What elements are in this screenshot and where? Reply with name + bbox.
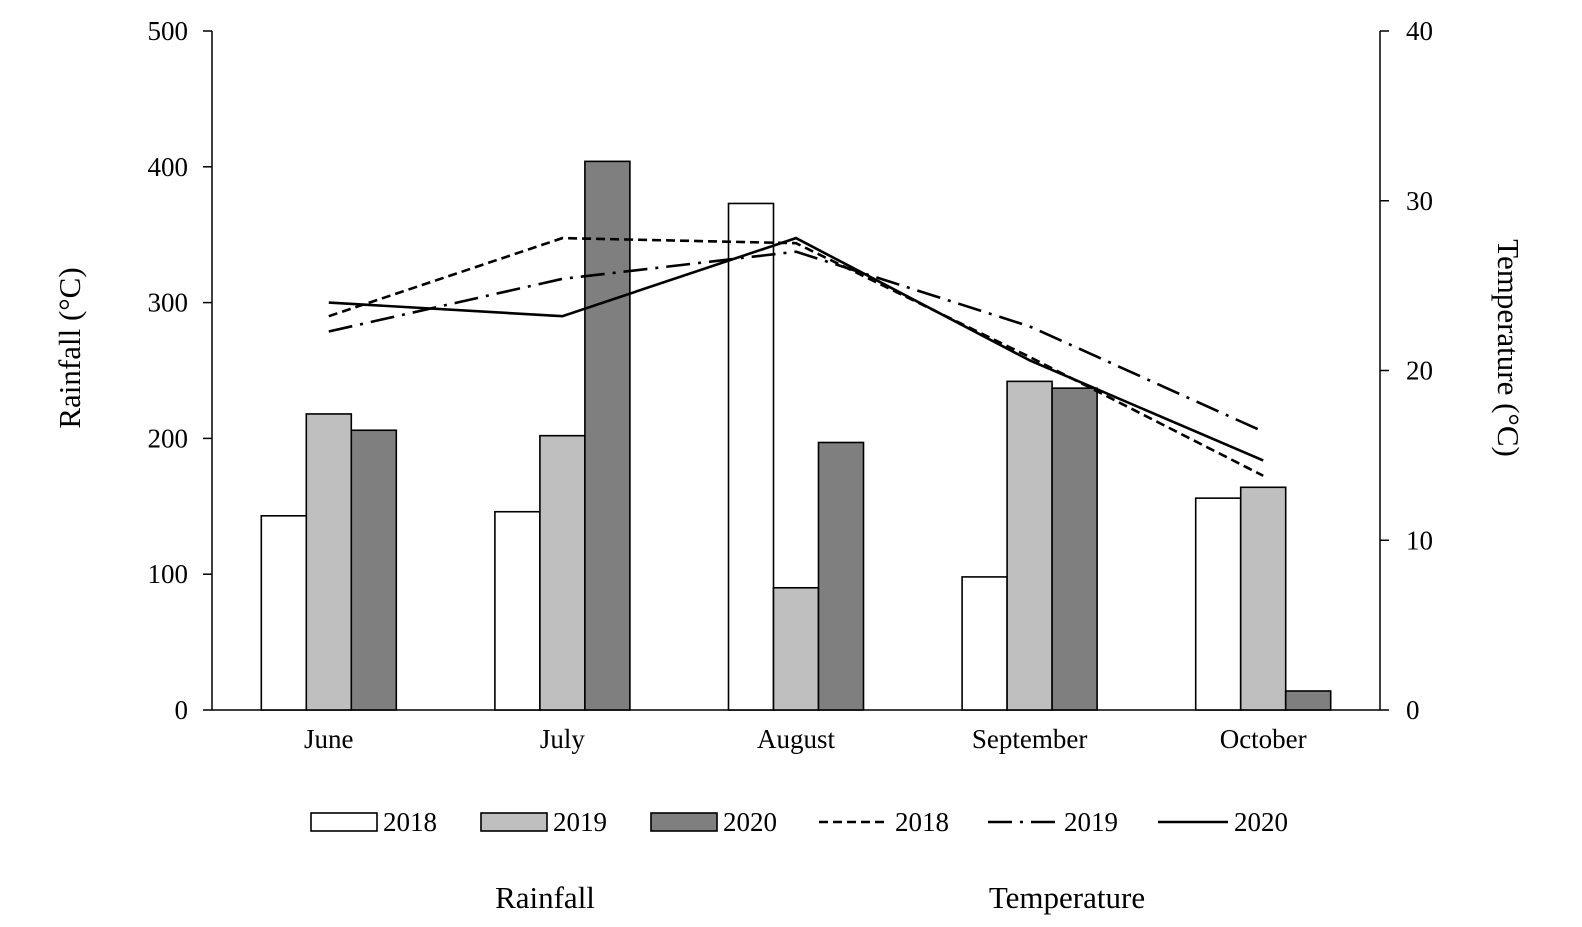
legend-label-rainfall-2019: 2019	[553, 807, 607, 837]
bar-2018-september	[961, 576, 1008, 711]
left-tick-label: 400	[148, 152, 189, 182]
legend-swatch-rainfall-2019	[480, 812, 548, 832]
right-tick-label: 30	[1406, 186, 1433, 216]
legend-label-temperature-2020: 2020	[1234, 807, 1288, 837]
right-tick-label: 0	[1406, 695, 1420, 725]
x-axis-labels: June July August September October	[304, 724, 1307, 754]
left-tick-label: 100	[148, 559, 189, 589]
legend: 2018 2019 2020 2018 2019 2020	[310, 807, 1288, 837]
right-axis-title: Temperature (°C)	[1491, 239, 1526, 457]
left-tick-label: 0	[175, 695, 189, 725]
right-tick-label: 40	[1406, 16, 1433, 46]
left-axis-ticks: 0 100 200 300 400 500	[148, 16, 212, 725]
x-tick-label-october: October	[1220, 724, 1307, 754]
legend-label-temperature-2019: 2019	[1064, 807, 1118, 837]
legend-group-temperature: Temperature	[989, 880, 1145, 915]
legend-label-temperature-2018: 2018	[895, 807, 949, 837]
left-tick-label: 200	[148, 423, 189, 453]
legend-label-rainfall-2018: 2018	[383, 807, 437, 837]
x-tick-label-july: July	[540, 724, 586, 754]
temperature-lines	[328, 236, 1264, 477]
bar-2018-july	[494, 510, 541, 711]
right-axis-ticks: 0 10 20 30 40	[1380, 16, 1433, 725]
legend-label-rainfall-2020: 2020	[723, 807, 777, 837]
legend-group-rainfall: Rainfall	[495, 880, 595, 915]
bar-2019-september	[1006, 380, 1053, 711]
bar-2018-june	[260, 515, 308, 711]
right-tick-label: 10	[1406, 525, 1433, 555]
bar-2020-october	[1284, 690, 1332, 711]
bars	[260, 160, 1332, 711]
bar-2019-july	[539, 434, 586, 711]
x-tick-label-september: September	[972, 724, 1087, 754]
bar-2020-june	[350, 429, 398, 711]
x-tick-label-june: June	[304, 724, 354, 754]
legend-swatch-rainfall-2018	[310, 812, 378, 832]
legend-swatch-rainfall-2020	[650, 812, 718, 832]
temperature-line-2019	[328, 250, 1264, 433]
temperature-line-2018	[328, 236, 1264, 477]
bar-2020-september	[1051, 387, 1098, 711]
bar-2019-october	[1239, 486, 1287, 711]
temperature-line-2020	[328, 236, 1264, 462]
bar-2018-october	[1194, 497, 1242, 711]
bar-2019-june	[305, 413, 353, 711]
left-axis-title: Rainfall (°C)	[52, 267, 87, 428]
bar-2018-august	[727, 202, 775, 711]
bar-2019-august	[772, 586, 820, 711]
left-tick-label: 300	[148, 288, 189, 318]
right-tick-label: 20	[1406, 356, 1433, 386]
bar-2020-july	[584, 160, 631, 711]
bar-2020-august	[817, 441, 865, 711]
left-tick-label: 500	[148, 16, 189, 46]
x-tick-label-august: August	[757, 724, 836, 754]
